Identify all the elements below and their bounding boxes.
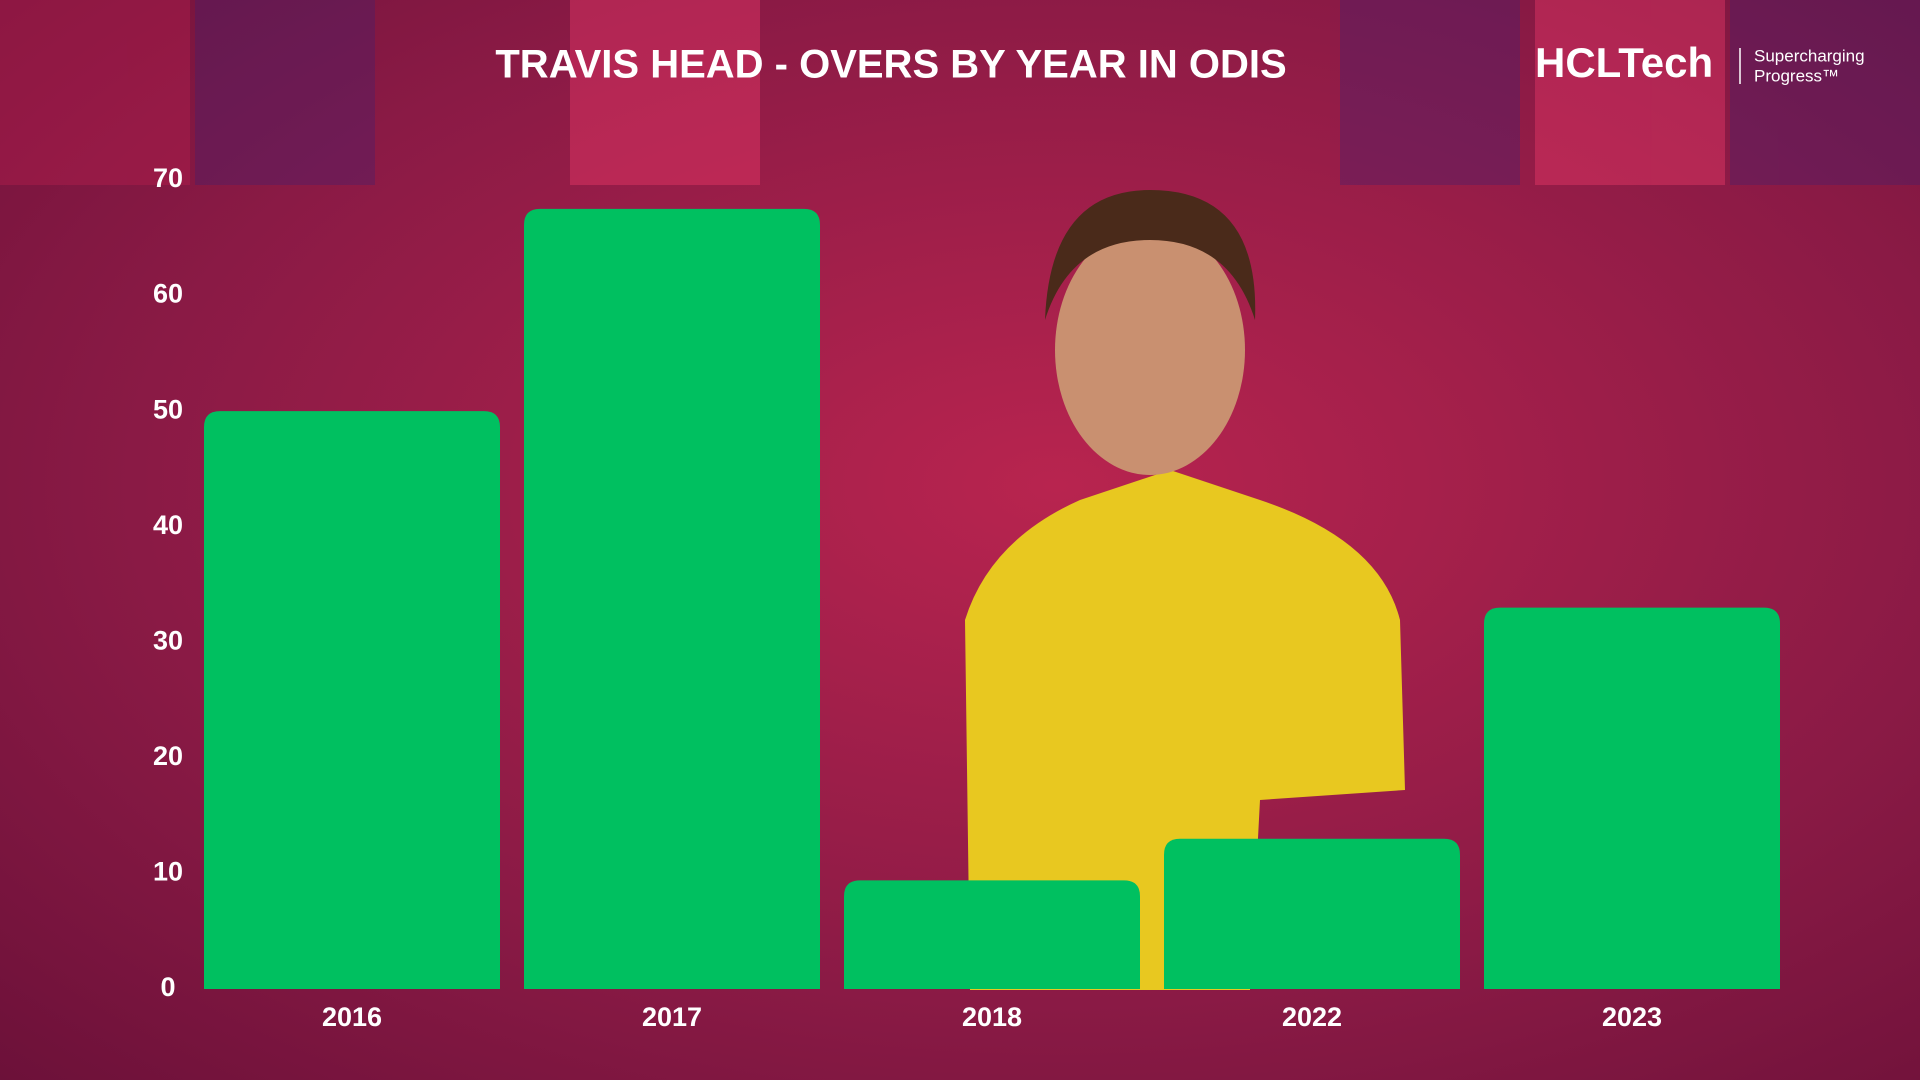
x-tick-label: 2016 (322, 1002, 382, 1032)
y-tick-label: 0 (160, 972, 175, 1002)
x-tick-label: 2023 (1602, 1002, 1662, 1032)
y-tick-label: 30 (153, 625, 183, 655)
bar (204, 411, 500, 990)
y-tick-label: 50 (153, 394, 183, 424)
bar (1164, 838, 1460, 989)
x-tick-label: 2022 (1282, 1002, 1342, 1032)
y-tick-label: 10 (153, 857, 183, 887)
player-figure (965, 190, 1405, 990)
logo-brand: HCLTech (1535, 39, 1713, 86)
logo-tagline: Progress™ (1754, 66, 1839, 85)
bar (844, 880, 1140, 989)
y-tick-label: 20 (153, 741, 183, 771)
x-tick-label: 2017 (642, 1002, 702, 1032)
x-tick-label: 2018 (962, 1002, 1022, 1032)
y-tick-label: 70 (153, 163, 183, 193)
chart-title: TRAVIS HEAD - OVERS BY YEAR IN ODIS (495, 43, 1286, 87)
logo-tagline: Supercharging (1754, 46, 1865, 65)
bar (1484, 607, 1780, 989)
y-tick-label: 40 (153, 510, 183, 540)
background-flags (0, 0, 1920, 185)
bar (524, 208, 820, 990)
y-tick-label: 60 (153, 279, 183, 309)
